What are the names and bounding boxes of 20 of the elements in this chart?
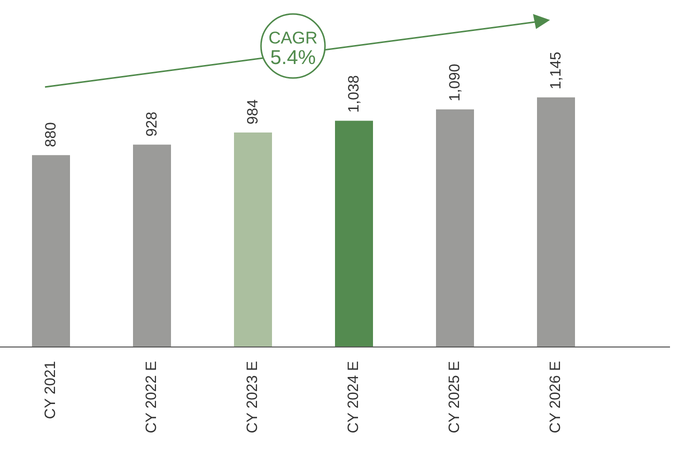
bar — [234, 132, 272, 347]
x-tick-label: CY 2023 E — [244, 361, 261, 434]
x-tick-label: CY 2021 — [42, 361, 59, 420]
data-label: 1,090 — [446, 64, 464, 102]
data-label: 1,145 — [548, 52, 564, 90]
data-label: 880 — [42, 122, 60, 148]
bar — [335, 120, 373, 347]
x-tick-label: CY 2025 E — [446, 361, 463, 434]
x-tick-label: CY 2026 E — [547, 361, 564, 434]
bar — [436, 109, 474, 347]
x-tick-label: CY 2024 E — [345, 361, 362, 434]
x-tick-label: CY 2022 E — [143, 361, 160, 434]
bar — [537, 97, 575, 347]
bar — [32, 155, 70, 347]
data-label: 1,038 — [346, 75, 362, 113]
text: CAGR — [268, 28, 318, 48]
data-label: 984 — [244, 99, 262, 124]
data-label: 928 — [144, 112, 160, 137]
bar — [133, 144, 171, 347]
text: 5.4% — [270, 47, 316, 69]
